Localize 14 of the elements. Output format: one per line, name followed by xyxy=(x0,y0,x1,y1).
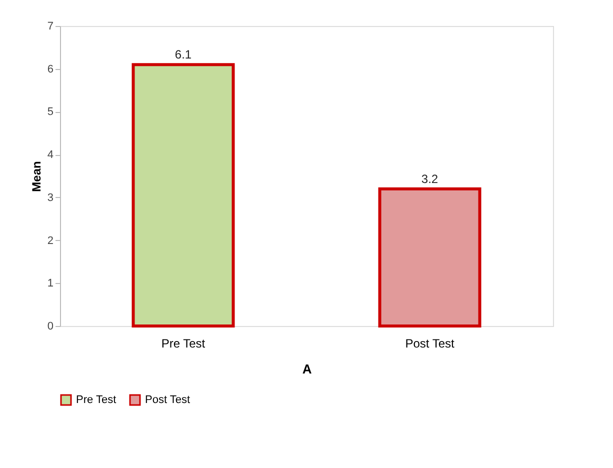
y-tick-label: 6 xyxy=(47,63,54,76)
y-tick-label: 0 xyxy=(47,320,54,332)
legend-label: Pre Test xyxy=(76,394,116,406)
data-label: 6.1 xyxy=(174,48,192,62)
y-tick-label: 7 xyxy=(47,20,54,32)
legend-label: Post Test xyxy=(145,394,190,406)
y-axis-title: Mean xyxy=(29,161,44,192)
y-tick-label: 4 xyxy=(47,149,54,162)
x-axis-title: A xyxy=(302,362,312,376)
y-tick-label: 5 xyxy=(47,106,54,118)
y-tick-label: 2 xyxy=(47,234,54,247)
data-label: 3.2 xyxy=(421,172,438,186)
y-tick-label: 3 xyxy=(47,192,54,204)
y-tick-label: 1 xyxy=(47,278,54,290)
